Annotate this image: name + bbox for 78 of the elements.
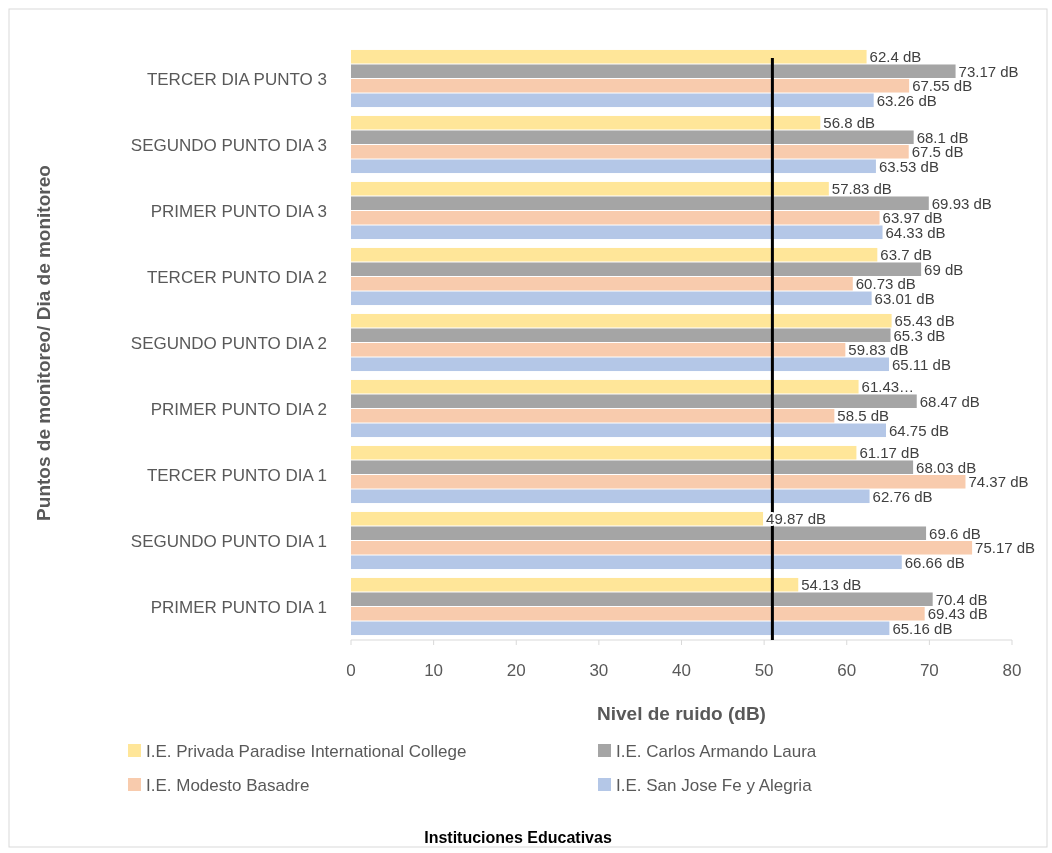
y-tick-label: TERCER PUNTO DIA 2	[146, 268, 327, 287]
bar	[351, 328, 891, 342]
data-label: 62.76 dB	[872, 487, 933, 505]
bar	[351, 357, 889, 372]
x-tick-label: 60	[837, 661, 857, 680]
y-tick-label: PRIMER PUNTO DIA 2	[150, 400, 327, 419]
data-label: 70.4 dB	[935, 590, 988, 608]
bar	[351, 159, 876, 174]
bar	[351, 343, 846, 357]
bar	[351, 592, 933, 606]
data-label: 57.83 dB	[831, 180, 892, 198]
data-label: 69.93 dB	[931, 194, 992, 212]
bar	[351, 460, 914, 474]
x-tick-label: 0	[346, 661, 356, 680]
y-tick-label: TERCER PUNTO DIA 1	[146, 466, 327, 485]
x-tick-label: 70	[919, 661, 939, 680]
y-tick-label: PRIMER PUNTO DIA 3	[150, 202, 327, 221]
x-tick-label: 80	[1002, 661, 1022, 680]
bar	[351, 64, 956, 78]
bar	[351, 211, 880, 225]
bar	[351, 511, 764, 526]
bar	[351, 225, 883, 240]
legend-label: I.E. San Jose Fe y Alegria	[616, 776, 813, 795]
data-label: 73.17 dB	[958, 62, 1019, 80]
data-label: 58.5 dB	[837, 407, 890, 425]
legend-label: I.E. Carlos Armando Laura	[616, 742, 817, 761]
bar	[351, 475, 966, 489]
x-tick-label: 20	[506, 661, 526, 680]
bar	[351, 577, 799, 592]
bar	[351, 423, 886, 438]
data-label: 56.8 dB	[823, 114, 876, 132]
legend-label: I.E. Modesto Basadre	[146, 776, 310, 795]
bar	[351, 607, 925, 621]
bar	[351, 445, 857, 460]
legend-label: I.E. Privada Paradise International College	[146, 742, 467, 761]
data-label: 64.75 dB	[889, 421, 950, 439]
y-tick-label: PRIMER PUNTO DIA 1	[150, 598, 327, 617]
data-label: 62.4 dB	[869, 48, 922, 66]
bar	[351, 409, 835, 423]
legend-title: Instituciones Educativas	[424, 829, 612, 846]
data-label: 74.37 dB	[968, 473, 1029, 491]
bar	[351, 555, 902, 570]
y-tick-label: SEGUNDO PUNTO DIA 2	[130, 334, 327, 353]
bar	[351, 489, 870, 504]
x-tick-label: 10	[424, 661, 444, 680]
data-label: 75.17 dB	[975, 539, 1036, 557]
data-label: 69.6 dB	[929, 524, 981, 542]
bar	[351, 313, 892, 328]
bar	[351, 196, 929, 210]
bar	[351, 291, 872, 306]
y-tick-label: TERCER DIA PUNTO 3	[146, 70, 327, 89]
x-axis-title: Nivel de ruido (dB)	[597, 703, 766, 724]
bar	[351, 526, 927, 540]
y-tick-label: SEGUNDO PUNTO DIA 1	[130, 532, 327, 551]
bar	[351, 93, 874, 108]
x-tick-label: 50	[754, 661, 774, 680]
y-axis-title: Puntos de monitoreo/ Dia de monitoreo	[33, 165, 54, 521]
bar	[351, 130, 914, 144]
bar	[351, 379, 859, 394]
data-label: 61.43…	[861, 378, 915, 396]
data-label: 68.1 dB	[916, 128, 969, 146]
bar	[351, 621, 890, 636]
data-label: 68.47 dB	[919, 392, 980, 410]
bar	[351, 49, 867, 64]
bar	[351, 262, 922, 276]
x-tick-label: 30	[589, 661, 609, 680]
bar	[351, 541, 973, 555]
bar	[351, 247, 878, 262]
y-tick-label: SEGUNDO PUNTO DIA 3	[130, 136, 327, 155]
data-label: 54.13 dB	[801, 576, 862, 594]
bar	[351, 394, 917, 408]
data-label: 66.66 dB	[904, 553, 965, 571]
bar	[351, 145, 909, 159]
bar	[351, 181, 829, 196]
bar	[351, 277, 853, 291]
bar	[351, 115, 821, 130]
bar	[351, 79, 910, 93]
x-tick-label: 40	[672, 661, 691, 680]
